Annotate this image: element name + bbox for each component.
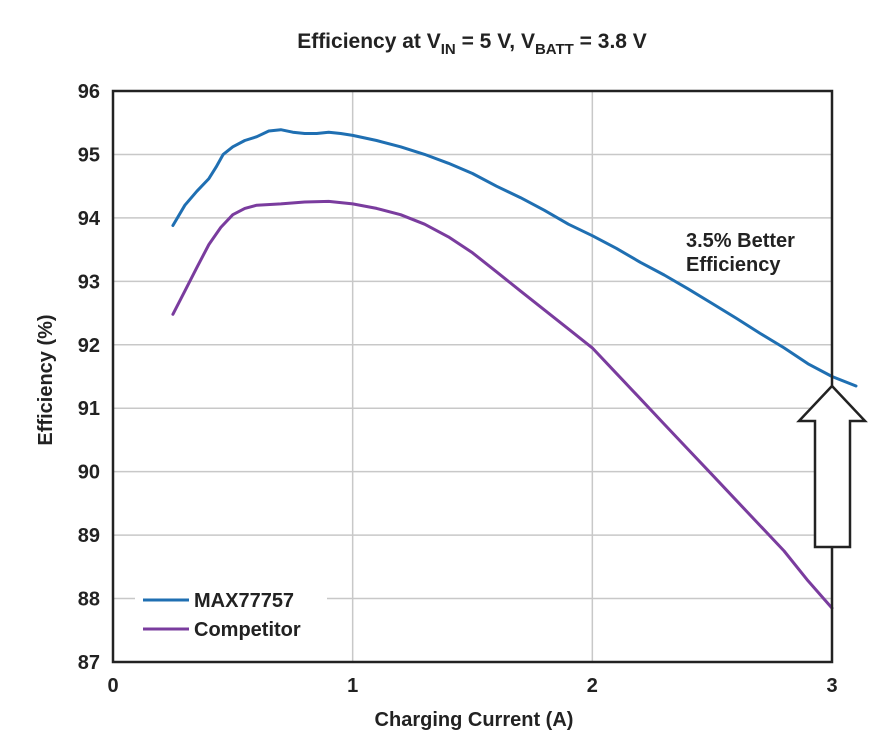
x-tick-label: 1 [347, 675, 358, 697]
y-tick-label: 93 [78, 271, 100, 293]
annotation-line2: Efficiency [686, 254, 781, 276]
grid-lines [113, 91, 832, 662]
annotation-line1: 3.5% Better [686, 230, 795, 252]
y-tick-label: 89 [78, 525, 100, 547]
series-lines [171, 128, 858, 610]
y-tick-labels: 87 88 89 90 91 92 93 94 95 96 [78, 81, 101, 674]
legend-background [135, 588, 327, 644]
x-tick-label: 3 [826, 675, 837, 697]
x-tick-label: 2 [587, 675, 598, 697]
y-axis-label: Efficiency (%) [35, 314, 57, 445]
legend-label-competitor: Competitor [194, 619, 301, 641]
better-efficiency-annotation: 3.5% Better Efficiency [686, 230, 868, 549]
series-line-competitor [171, 199, 834, 610]
y-tick-label: 95 [78, 144, 100, 166]
y-tick-label: 94 [78, 208, 101, 230]
y-tick-label: 88 [78, 589, 100, 611]
x-tick-label: 0 [107, 675, 118, 697]
legend: MAX77757 Competitor [135, 588, 327, 644]
chart-title: Efficiency at VIN = 5 V, VBATT = 3.8 V [297, 30, 647, 58]
plot-frame [111, 89, 834, 664]
y-tick-label: 90 [78, 462, 100, 484]
y-tick-label: 87 [78, 652, 100, 674]
series-line-max77757 [171, 128, 858, 388]
y-tick-label: 96 [78, 81, 100, 103]
x-axis-label: Charging Current (A) [375, 709, 574, 731]
legend-label-max77757: MAX77757 [194, 590, 294, 612]
y-tick-label: 92 [78, 335, 100, 357]
y-tick-label: 91 [78, 398, 100, 420]
up-arrow-icon [796, 384, 868, 549]
x-tick-labels: 0 1 2 3 [107, 675, 837, 697]
